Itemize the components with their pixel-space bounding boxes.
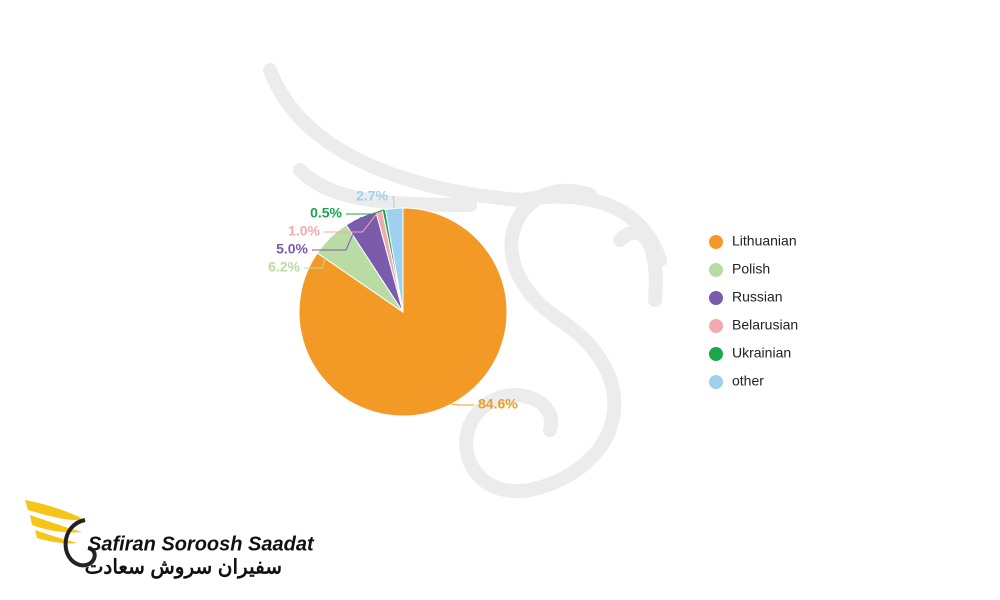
legend-label: Lithuanian <box>732 233 797 249</box>
leader-line <box>392 196 395 209</box>
leader-line <box>324 210 380 233</box>
logo-name: Safiran Soroosh Saadat <box>88 533 315 555</box>
pie: 84.6% 6.2% 5.0% 1.0% 0.5% 2.7% <box>268 188 518 417</box>
data-label: 2.7% <box>356 188 388 204</box>
legend-label: Ukrainian <box>732 345 791 361</box>
leader-line <box>312 216 361 251</box>
data-label: 84.6% <box>478 396 518 412</box>
legend-label: Polish <box>732 261 770 277</box>
data-label: 5.0% <box>276 241 308 257</box>
logo-swan <box>63 518 97 568</box>
logo: Safiran Soroosh Saadat سفیران سروش سعادت <box>25 500 315 579</box>
legend-label: other <box>732 373 764 389</box>
legend-marker <box>709 263 723 277</box>
legend-label: Belarusian <box>732 317 798 333</box>
legend-marker <box>709 291 723 305</box>
logo-name-fa: سفیران سروش سعادت <box>85 556 282 579</box>
legend: Lithuanian Polish Russian Belarusian Ukraini… <box>709 233 798 389</box>
data-label: 0.5% <box>310 205 342 221</box>
data-label: 1.0% <box>288 223 320 239</box>
legend-marker <box>709 375 723 389</box>
leader-line <box>304 237 331 269</box>
logo-wing <box>25 500 85 544</box>
legend-marker <box>709 347 723 361</box>
legend-label: Russian <box>732 289 783 305</box>
leader-line <box>451 403 474 406</box>
legend-marker <box>709 235 723 249</box>
leader-line <box>346 209 385 215</box>
watermark <box>263 63 667 499</box>
legend-marker <box>709 319 723 333</box>
data-label: 6.2% <box>268 259 300 275</box>
